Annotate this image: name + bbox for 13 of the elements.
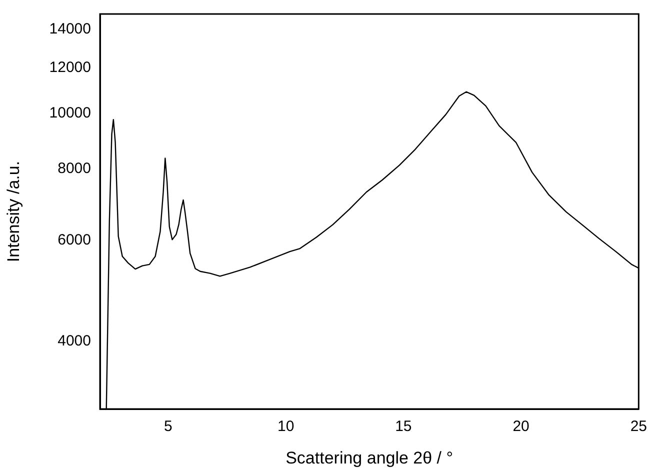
y-tick-label: 8000: [58, 160, 91, 178]
y-tick-label: 6000: [58, 232, 91, 249]
x-tick-label: 25: [630, 418, 647, 436]
x-tick-label: 10: [277, 418, 294, 436]
y-tick-label: 12000: [49, 59, 91, 76]
x-tick-label: 15: [395, 418, 412, 436]
x-tick-label: 20: [512, 418, 530, 436]
x-tick-label: 5: [164, 418, 172, 436]
x-axis-title: Scattering angle 2θ / °: [286, 448, 454, 468]
y-tick-label: 14000: [49, 20, 91, 38]
y-tick-label: 4000: [58, 332, 91, 350]
y-axis-title: Intensity /a.u.: [4, 160, 23, 262]
y-tick-label: 10000: [49, 104, 91, 122]
